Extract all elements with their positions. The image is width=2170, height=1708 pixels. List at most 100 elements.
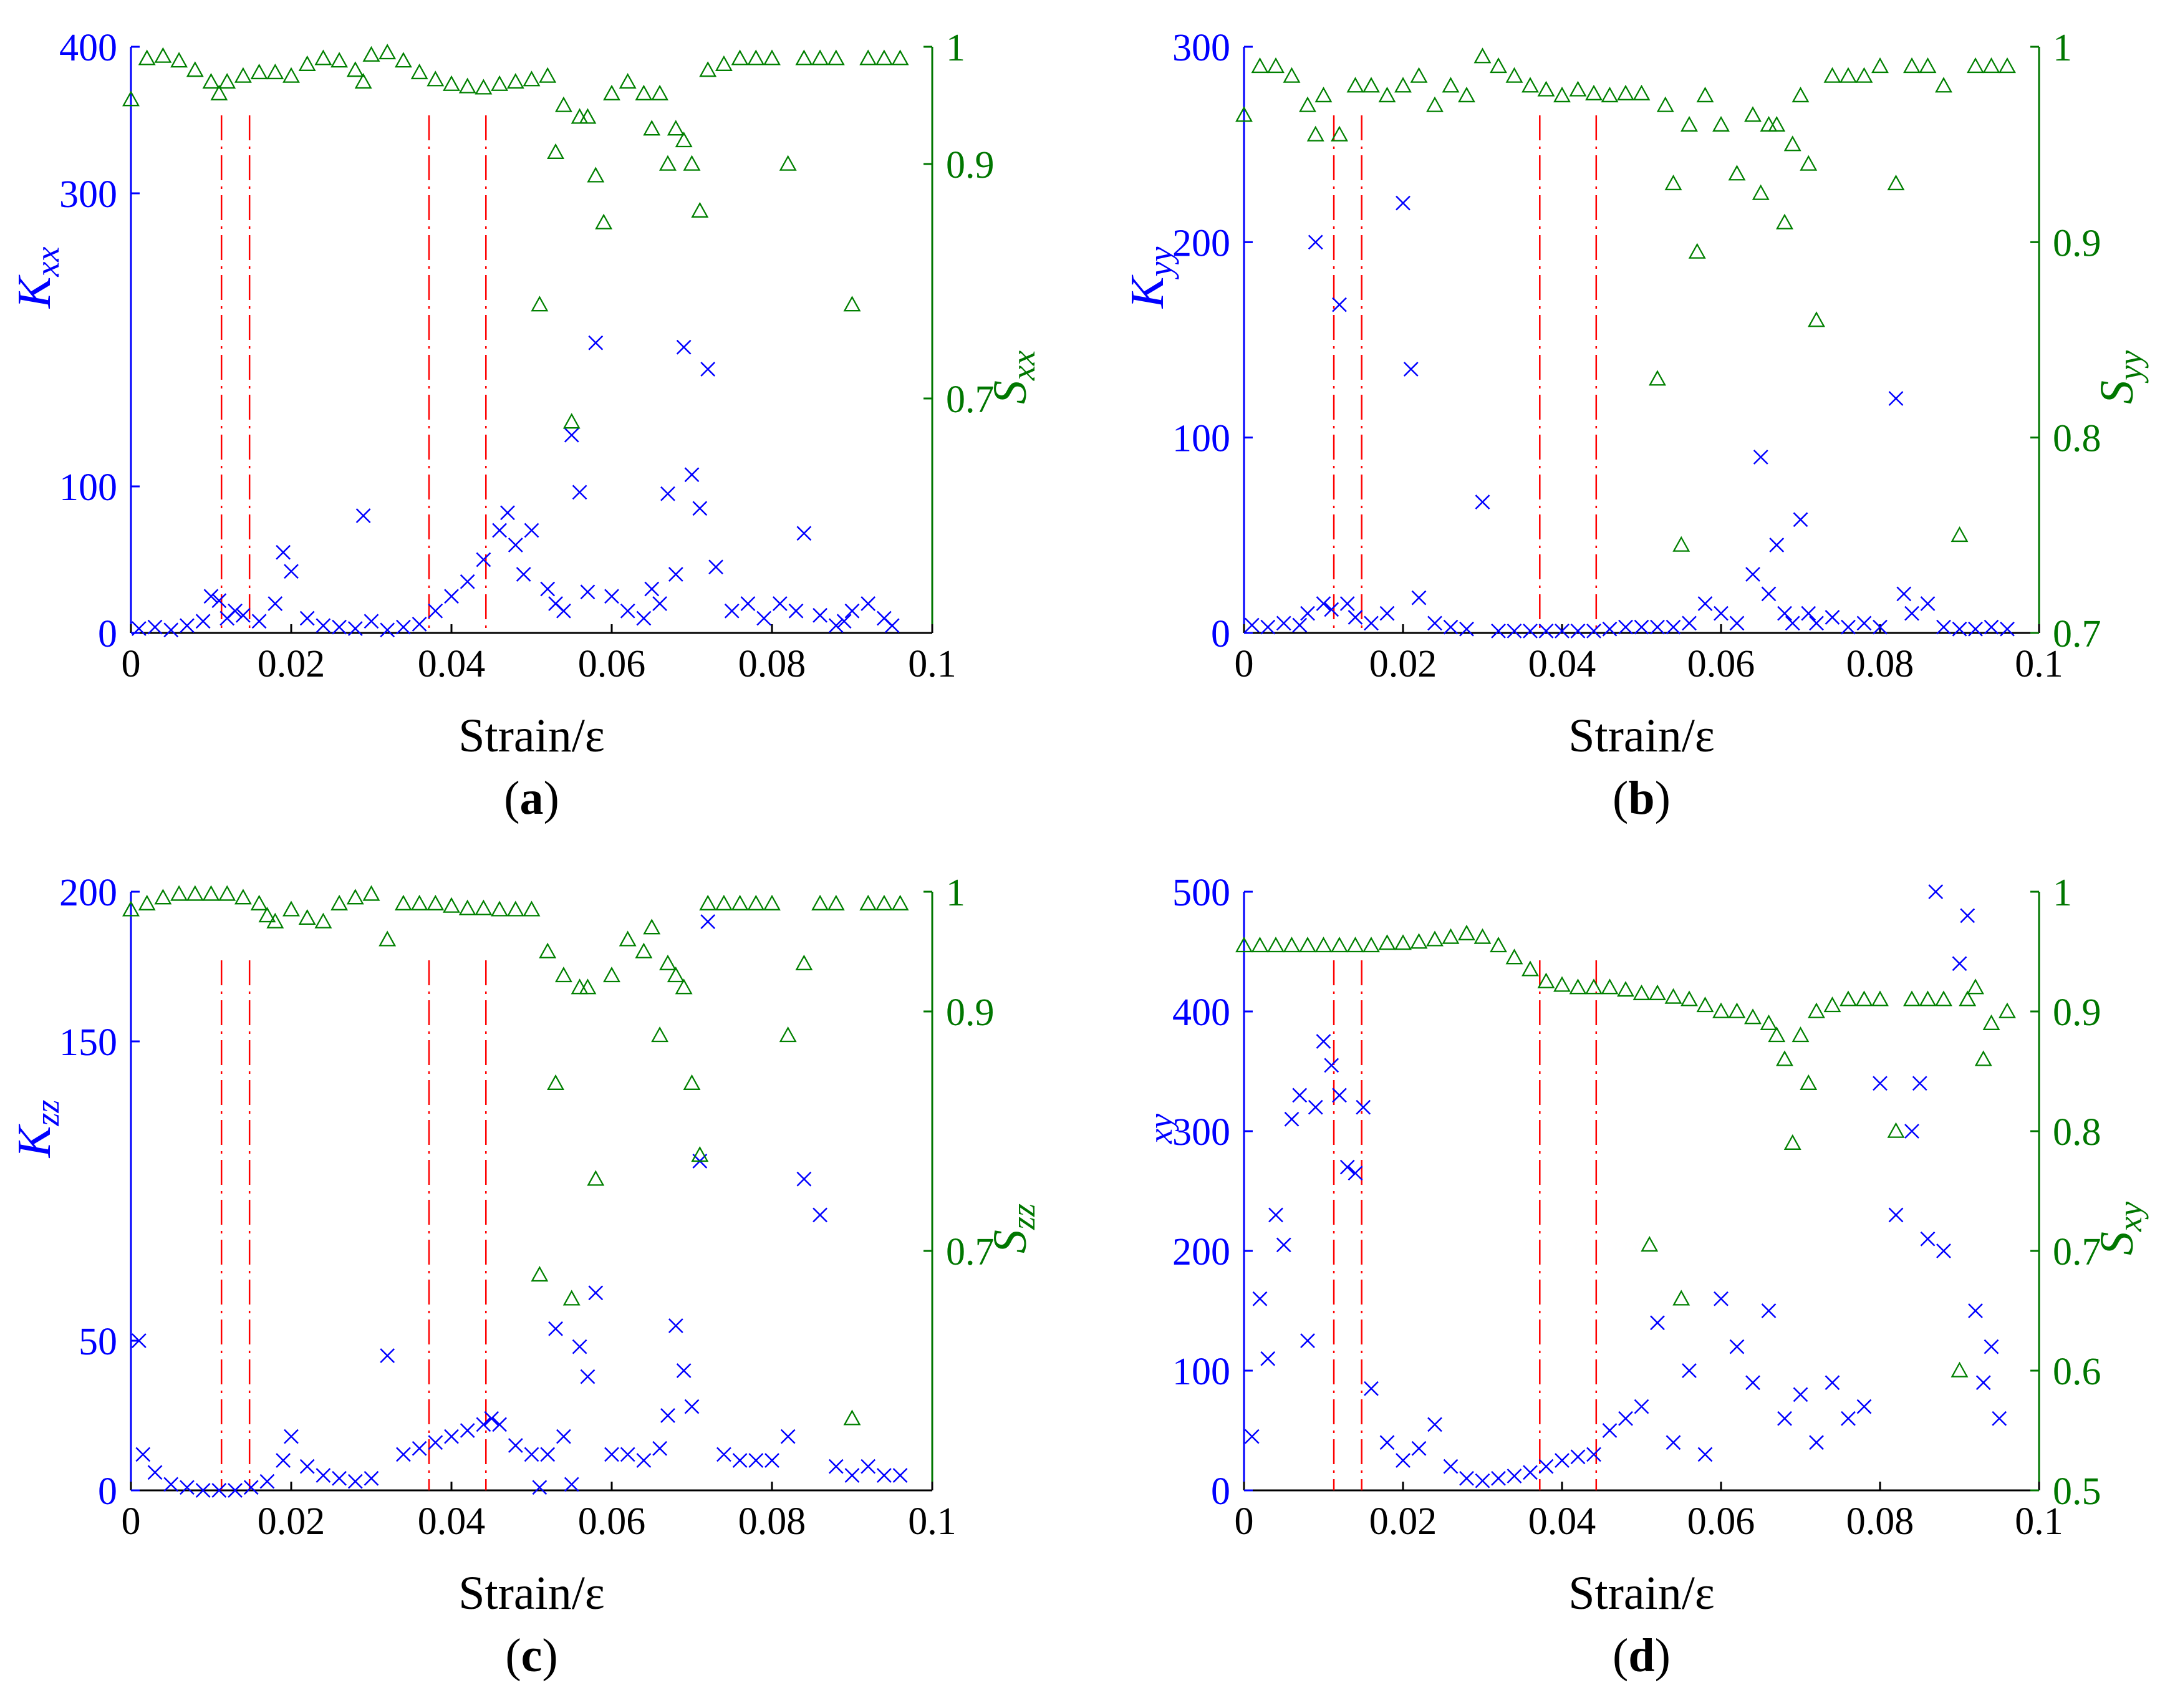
s-marker <box>1664 988 1682 1004</box>
y-left-tick-label: 150 <box>59 1021 117 1064</box>
y-right-tick-label: 0.5 <box>2053 1470 2101 1513</box>
s-marker <box>1791 1026 1810 1043</box>
k-marker <box>251 614 267 629</box>
s-marker <box>1696 86 1714 103</box>
s-marker <box>1712 115 1730 132</box>
s-marker <box>715 55 733 71</box>
k-marker <box>540 1447 556 1462</box>
s-marker <box>1426 96 1444 112</box>
s-marker <box>779 155 797 171</box>
k-marker <box>163 1477 179 1492</box>
k-marker <box>1396 195 1410 211</box>
s-marker <box>619 73 637 89</box>
s-marker <box>1728 165 1746 181</box>
k-marker <box>1753 450 1768 465</box>
s-marker <box>266 912 284 929</box>
s-marker <box>1887 1122 1905 1138</box>
caption-letter: c <box>521 1629 542 1682</box>
k-marker <box>1244 1429 1260 1444</box>
k-marker <box>644 581 660 597</box>
caption-open: ( <box>504 772 519 824</box>
s-marker <box>1760 115 1778 132</box>
k-marker <box>1570 623 1586 639</box>
k-marker <box>716 1447 731 1462</box>
k-marker <box>1523 623 1538 639</box>
s-marker <box>843 296 861 312</box>
s-marker <box>1346 937 1364 953</box>
y-left-label-sub: xx <box>29 247 66 277</box>
k-marker <box>1809 615 1824 631</box>
s-marker <box>603 84 620 100</box>
caption-close: ) <box>1655 772 1671 824</box>
k-marker <box>444 589 459 604</box>
s-marker <box>531 296 549 312</box>
s-marker <box>1760 1014 1778 1030</box>
k-marker <box>355 508 371 523</box>
s-marker <box>1331 125 1348 142</box>
s-marker <box>1458 86 1475 103</box>
s-marker <box>1378 934 1396 950</box>
k-marker <box>1555 1453 1570 1468</box>
y-right-tick-label: 0.9 <box>946 992 995 1034</box>
s-marker <box>1808 1002 1825 1018</box>
y-right-label-main: S <box>984 380 1036 404</box>
k-marker <box>748 1453 764 1468</box>
s-marker <box>138 49 156 65</box>
s-marker <box>891 49 909 65</box>
caption-open: ( <box>1613 1629 1628 1682</box>
k-marker <box>1268 1207 1283 1223</box>
x-tick-label: 0.06 <box>1687 643 1755 685</box>
s-marker <box>1744 1008 1762 1025</box>
k-marker <box>1356 1099 1371 1115</box>
k-marker <box>1292 1088 1308 1103</box>
s-marker <box>394 894 412 910</box>
k-marker <box>1984 619 1999 635</box>
s-marker <box>875 49 893 65</box>
s-marker <box>763 49 781 65</box>
s-marker <box>282 67 300 83</box>
s-marker <box>234 67 252 83</box>
s-marker <box>250 894 268 910</box>
y-right-label: Sxy <box>2091 1202 2149 1255</box>
s-marker <box>234 889 252 905</box>
k-marker <box>844 1468 860 1483</box>
s-marker <box>202 885 220 901</box>
s-marker <box>1632 84 1651 100</box>
k-marker <box>364 1470 379 1486</box>
s-marker <box>571 108 589 124</box>
k-marker <box>668 1318 683 1333</box>
s-marker <box>1346 77 1364 93</box>
k-marker <box>604 589 619 604</box>
k-marker <box>796 526 812 541</box>
k-marker <box>1300 606 1315 621</box>
s-marker <box>795 954 813 970</box>
y-right-label: Szz <box>984 1204 1042 1253</box>
k-marker <box>660 1408 675 1423</box>
y-right-tick-label: 0.6 <box>2053 1351 2101 1393</box>
s-marker <box>154 889 172 905</box>
k-marker <box>460 1423 475 1438</box>
k-marker <box>700 914 716 929</box>
s-marker <box>491 75 509 91</box>
k-marker <box>604 1447 619 1462</box>
k-marker <box>1602 1423 1618 1438</box>
s-marker <box>635 942 653 958</box>
k-marker <box>1960 908 1975 924</box>
k-marker <box>588 335 604 350</box>
k-marker <box>1904 606 1919 621</box>
k-marker <box>1411 1440 1427 1456</box>
y-right-tick-label: 1 <box>2053 27 2072 69</box>
s-marker <box>379 44 397 60</box>
k-marker <box>508 1438 523 1453</box>
k-marker <box>180 618 195 634</box>
s-marker <box>539 67 557 83</box>
s-marker <box>731 894 749 910</box>
k-marker <box>788 603 804 619</box>
panel-caption: (b) <box>1613 772 1671 824</box>
k-marker <box>1968 1303 1983 1318</box>
k-marker <box>236 607 251 623</box>
s-marker <box>1235 106 1253 122</box>
x-tick-label: 0.08 <box>738 643 806 685</box>
y-right-tick-label: 0.7 <box>2053 1231 2101 1273</box>
